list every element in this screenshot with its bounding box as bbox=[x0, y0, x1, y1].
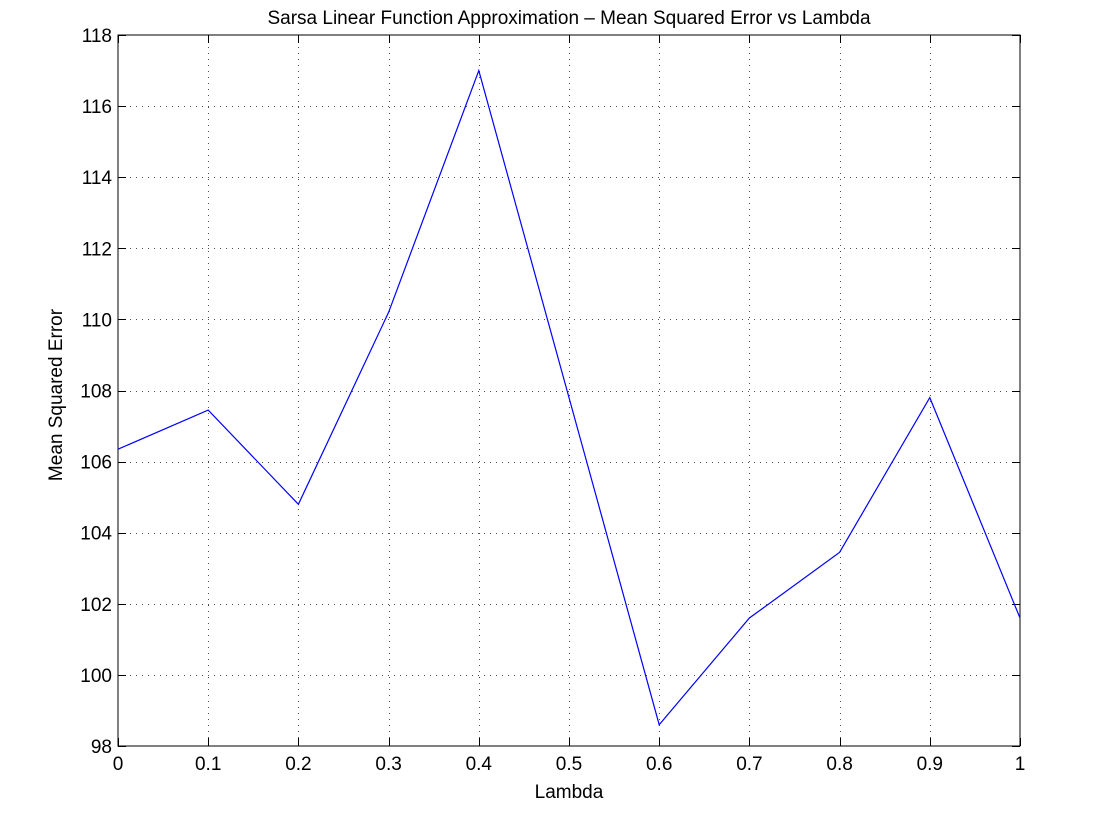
tick-marks bbox=[118, 35, 1021, 747]
grid bbox=[118, 35, 1020, 746]
y-tick-label: 100 bbox=[80, 666, 112, 687]
y-tick-labels: 98 100 102 104 106 108 110 112 114 116 118 bbox=[80, 26, 112, 758]
y-tick-label: 104 bbox=[80, 524, 112, 545]
y-tick-label: 114 bbox=[82, 168, 113, 189]
y-tick-label: 108 bbox=[80, 382, 112, 403]
y-tick-label: 98 bbox=[91, 737, 112, 758]
y-axis-title: Mean Squared Error bbox=[46, 308, 67, 481]
x-tick-label: 0.9 bbox=[917, 754, 943, 775]
x-tick-label: 0.6 bbox=[646, 754, 672, 775]
x-tick-label: 1 bbox=[1015, 754, 1026, 775]
x-tick-label: 0.4 bbox=[466, 754, 493, 775]
x-tick-label: 0.2 bbox=[285, 754, 311, 775]
plot-area bbox=[117, 34, 1021, 747]
x-tick-labels: 0 0.1 0.2 0.3 0.4 0.5 0.6 0.7 0.8 0.9 1 bbox=[113, 754, 1026, 775]
chart-title: Sarsa Linear Function Approximation – Me… bbox=[267, 8, 870, 29]
x-tick-label: 0.5 bbox=[556, 754, 582, 775]
y-tick-label: 110 bbox=[82, 310, 112, 331]
series-layer bbox=[117, 68, 1021, 726]
y-tick-label: 112 bbox=[82, 239, 112, 260]
x-axis-title: Lambda bbox=[535, 782, 604, 803]
x-tick-label: 0 bbox=[113, 754, 124, 775]
x-tick-label: 0.7 bbox=[736, 754, 762, 775]
y-tick-label: 116 bbox=[82, 97, 112, 118]
x-tick-label: 0.3 bbox=[375, 754, 401, 775]
y-tick-label: 106 bbox=[80, 453, 112, 474]
x-tick-label: 0.8 bbox=[826, 754, 852, 775]
y-tick-label: 102 bbox=[80, 595, 112, 616]
y-tick-label: 118 bbox=[82, 26, 112, 47]
x-tick-label: 0.1 bbox=[195, 754, 221, 775]
